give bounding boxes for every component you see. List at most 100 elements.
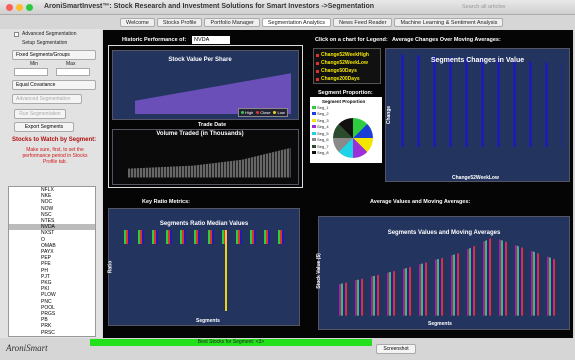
segment-legend-text: Seg_6 [317,137,329,143]
watch-label: Stocks to Watch by Segment: [12,137,97,143]
tab[interactable]: Stocks Profile [156,18,203,27]
change-legend-text[interactable]: Change52WeekHigh [321,52,369,58]
setup-label: Setup Segmentation [22,40,68,46]
ticker-item[interactable]: PFE [41,261,51,268]
ticker-item[interactable]: PJT [41,273,50,280]
ratios-bars [124,229,292,244]
run-button[interactable]: Run Segmentation [14,109,66,119]
segment-legend-item: Seg_5 [312,130,329,137]
symbol-input[interactable]: NVDA [192,36,230,44]
change-legend-item: Change52WeekLow [316,59,378,67]
segment-legend-text: Seg_5 [317,130,329,136]
tab[interactable]: News Feed Reader [333,18,393,27]
price-legend-swatch [273,111,277,114]
ticker-item[interactable]: PB [41,317,48,324]
search-field[interactable]: Search all articles [462,4,506,10]
segment-legend-text: Seg_8 [317,150,329,156]
ticker-item[interactable]: PNC [41,298,52,305]
segment-legend-item: Seg_8 [312,150,329,157]
changes-y-label: Change [386,105,393,125]
min-input[interactable] [14,68,48,76]
ticker-item[interactable]: OMAB [41,242,56,249]
price-legend-item: Close [256,110,270,115]
ticker-item[interactable]: NFLX [41,187,54,193]
volume-title: Volume Traded (in Thousands) [156,131,244,137]
segment-legend-swatch [312,131,316,135]
ticker-item[interactable]: PRK [41,323,52,330]
segment-legend-swatch [312,118,316,122]
segment-legend-text: Seg_2 [317,111,329,117]
change-legend-swatch [316,77,319,81]
max-label: Max [66,61,76,67]
minimize-button[interactable] [16,4,23,11]
changes-x-label: Change52WeekLow [452,175,499,181]
ticker-item[interactable]: PRSC [41,329,55,336]
segment-legend-text: Seg_1 [317,104,329,110]
price-legend-swatch [241,111,244,114]
values-title: Segments Values and Moving Averages [387,230,501,236]
segment-legend-item: Seg_3 [312,117,329,124]
tab[interactable]: Portfolio Manager [204,18,260,27]
ratios-label: Key Ratio Metrics: [142,199,190,205]
ticker-list: NFLX NKE NOC NOW NSC NTES NVDA NXST O OMAB PAYX PEP… [8,186,96,337]
ticker-item[interactable]: NVDA [9,224,95,231]
ticker-item[interactable]: PH [41,267,48,274]
advanced-select[interactable]: Advanced Segmentation [12,94,82,104]
advanced-checkbox-label: Advanced Segmentation [22,31,77,37]
change-legend-swatch [316,69,319,73]
price-legend-swatch [256,111,260,114]
ticker-item[interactable]: NKE [41,193,52,200]
tab[interactable]: Machine Learning & Sentiment Analysis [394,18,504,27]
zoom-button[interactable] [26,4,33,11]
segment-legend-text: Seg_3 [317,117,329,123]
ticker-item[interactable]: PKI [41,286,50,293]
group-select[interactable]: Fixed Segments/Groups [12,50,96,60]
ticker-item[interactable]: PRGS [41,311,56,318]
segment-legend-swatch [312,112,316,116]
progress-bar: Best Stocks for Segment: <3> [90,339,372,346]
ticker-item[interactable]: NSC [41,211,52,218]
advanced-checkbox[interactable] [14,32,19,37]
export-button[interactable]: Export Segments [14,122,74,132]
price-axis-label: Trade Date [198,122,227,128]
segment-legend-swatch [312,138,316,142]
ticker-item[interactable]: NOW [41,205,54,212]
ratios-title: Segments Ratio Median Values [159,221,249,227]
proportion-title: Segment Proportion [322,99,366,104]
segment-legend-swatch [312,151,316,155]
ticker-item[interactable]: NXST [41,230,55,237]
max-input[interactable] [56,68,90,76]
ticker-item[interactable]: NTES [41,218,55,225]
ticker-item[interactable]: POOL [41,304,55,311]
screenshot-button[interactable]: Screenshot [376,344,416,354]
values-chart [318,216,570,330]
change-legend-swatch [316,61,319,65]
tab[interactable]: Welcome [120,18,155,27]
ticker-item[interactable]: NOC [41,199,53,206]
ticker-item[interactable]: PAYX [41,249,54,256]
logo: AroniSmart [6,343,48,353]
history-frame [108,45,303,188]
segment-legend-text: Seg_4 [317,124,329,130]
change-legend-text[interactable]: Change52WeekLow [321,60,368,66]
ticker-item[interactable]: PLOW [41,292,56,299]
ticker-item[interactable]: O [41,236,45,243]
change-legend: Change52WeekHigh Change52WeekLow Change50D… [313,48,381,84]
segment-legend: Seg_1 Seg_2 Seg_3 Seg_4 Seg_5 Seg_6 Seg_7 Seg_8 [312,104,329,156]
ticker-item[interactable]: PKG [41,280,52,287]
note: Make sure, first, to set the performance… [22,147,88,165]
changes-label: Average Changes Over Moving Averages: [392,37,501,43]
close-button[interactable] [6,4,13,11]
ticker-item[interactable]: PEP [41,255,52,262]
change-legend-item: Change50Days [316,67,378,75]
change-legend-text[interactable]: Change50Days [321,68,357,74]
segment-legend-item: Seg_6 [312,137,329,144]
segment-legend-item: Seg_1 [312,104,329,111]
change-legend-text[interactable]: Change200Days [321,76,360,82]
tab[interactable]: Segmentation Analytics [261,18,332,27]
change-legend-swatch [316,53,319,57]
legend-label: Click on a chart for Legend: [315,37,388,43]
covariance-select[interactable]: Equal Covariance [12,80,96,90]
changes-title: Segments Changes in Value [430,57,525,64]
ratios-chart [108,208,300,326]
